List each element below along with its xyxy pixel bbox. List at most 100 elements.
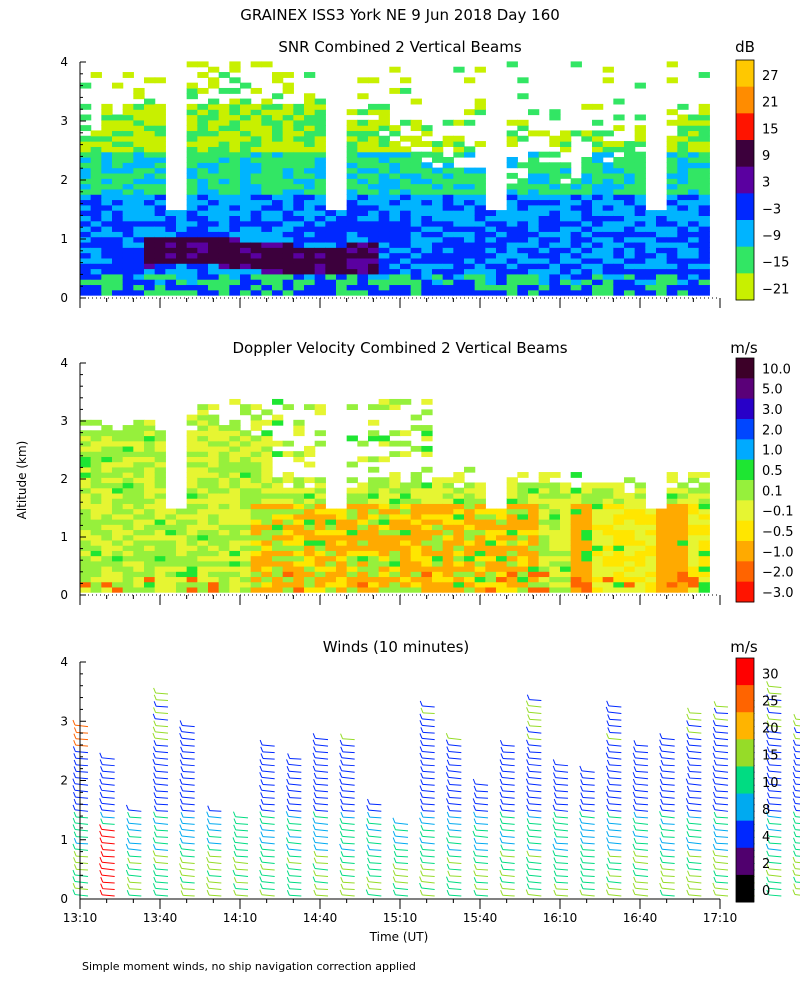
heatmap-cell	[91, 556, 102, 562]
heatmap-cell	[101, 263, 112, 269]
heatmap-cell	[101, 221, 112, 227]
heatmap-cell	[144, 152, 155, 158]
heatmap-cell	[592, 231, 603, 237]
wind-barb-flag	[260, 812, 262, 817]
heatmap-cell	[475, 587, 486, 593]
heatmap-cell	[624, 237, 635, 243]
wind-barb-flag	[606, 792, 608, 797]
heatmap-cell	[208, 519, 219, 525]
heatmap-cell	[272, 498, 283, 504]
heatmap-cell	[336, 274, 347, 280]
heatmap-cell	[485, 571, 496, 577]
heatmap-cell	[421, 258, 432, 264]
heatmap-cell	[549, 210, 560, 216]
heatmap-cell	[368, 184, 379, 190]
wind-barb-flag	[154, 832, 156, 837]
heatmap-cell	[624, 571, 635, 577]
heatmap-cell	[240, 215, 251, 221]
wind-barb	[316, 810, 328, 811]
y-tick-label: 3	[60, 414, 68, 428]
heatmap-cell	[645, 545, 656, 551]
heatmap-cell	[528, 488, 539, 494]
heatmap-cell	[347, 242, 358, 248]
heatmap-cell	[485, 231, 496, 237]
heatmap-cell	[464, 210, 475, 216]
heatmap-cell	[411, 290, 422, 296]
heatmap-cell	[293, 493, 304, 499]
wind-barb	[103, 889, 115, 890]
wind-barb	[716, 791, 728, 792]
heatmap-cell	[571, 529, 582, 535]
heatmap-cell	[80, 550, 91, 556]
heatmap-cell	[219, 120, 230, 126]
heatmap-cell	[123, 237, 134, 243]
heatmap-cell	[347, 535, 358, 541]
wind-barb-flag	[207, 890, 209, 895]
wind-barb-flag	[447, 857, 449, 862]
heatmap-cell	[421, 226, 432, 232]
heatmap-cell	[187, 420, 198, 426]
heatmap-cell	[368, 231, 379, 237]
wind-barb-flag	[553, 805, 555, 810]
wind-barb-flag	[527, 831, 529, 836]
wind-barb	[689, 725, 702, 726]
wind-barb	[662, 751, 675, 753]
heatmap-cell	[368, 498, 379, 504]
heatmap-cell	[379, 493, 390, 499]
heatmap-cell	[379, 274, 390, 280]
heatmap-cell	[400, 157, 411, 163]
heatmap-cell	[112, 482, 123, 488]
heatmap-cell	[155, 247, 166, 253]
heatmap-cell	[549, 587, 560, 593]
heatmap-cell	[411, 556, 422, 562]
wind-barb-flag	[207, 825, 209, 830]
heatmap-cell	[101, 519, 112, 525]
wind-barb	[262, 810, 275, 811]
heatmap-cell	[624, 258, 635, 264]
wind-barb	[715, 862, 728, 863]
heatmap-cell	[656, 529, 667, 535]
heatmap-cell	[592, 205, 603, 211]
heatmap-cell	[421, 409, 432, 415]
heatmap-cell	[197, 162, 208, 168]
heatmap-cell	[123, 72, 134, 78]
heatmap-cell	[379, 561, 390, 567]
wind-barb	[795, 725, 800, 726]
heatmap-cell	[677, 130, 688, 136]
heatmap-cell	[208, 189, 219, 195]
wind-barb	[556, 817, 568, 818]
wind-barb-flag	[154, 695, 156, 700]
wind-barb	[342, 875, 355, 876]
heatmap-cell	[699, 571, 710, 577]
wind-barb	[636, 843, 648, 844]
heatmap-cell	[144, 258, 155, 264]
wind-barb-flag	[501, 799, 503, 804]
wind-barb	[156, 804, 168, 805]
wind-barb	[369, 869, 381, 870]
heatmap-cell	[592, 587, 603, 593]
heatmap-cell	[123, 109, 134, 115]
heatmap-cell	[229, 503, 240, 509]
wind-barb-flag	[340, 831, 342, 836]
wind-barb-flag	[687, 733, 689, 738]
wind-barb-flag	[234, 883, 236, 888]
heatmap-cell	[133, 556, 144, 562]
heatmap-cell	[101, 242, 112, 248]
heatmap-cell	[144, 561, 155, 567]
heatmap-cell	[325, 284, 336, 290]
wind-barb	[716, 882, 728, 883]
heatmap-cell	[229, 587, 240, 593]
heatmap-cell	[421, 231, 432, 237]
heatmap-cell	[272, 535, 283, 541]
heatmap-cell	[144, 482, 155, 488]
heatmap-cell	[251, 157, 262, 163]
wind-barb	[422, 843, 435, 844]
heatmap-cell	[517, 587, 528, 593]
heatmap-cell	[677, 231, 688, 237]
heatmap-cell	[571, 561, 582, 567]
heatmap-cell	[208, 279, 219, 285]
heatmap-cell	[699, 279, 710, 285]
heatmap-cell	[421, 215, 432, 221]
heatmap-cell	[240, 284, 251, 290]
heatmap-cell	[229, 205, 240, 211]
